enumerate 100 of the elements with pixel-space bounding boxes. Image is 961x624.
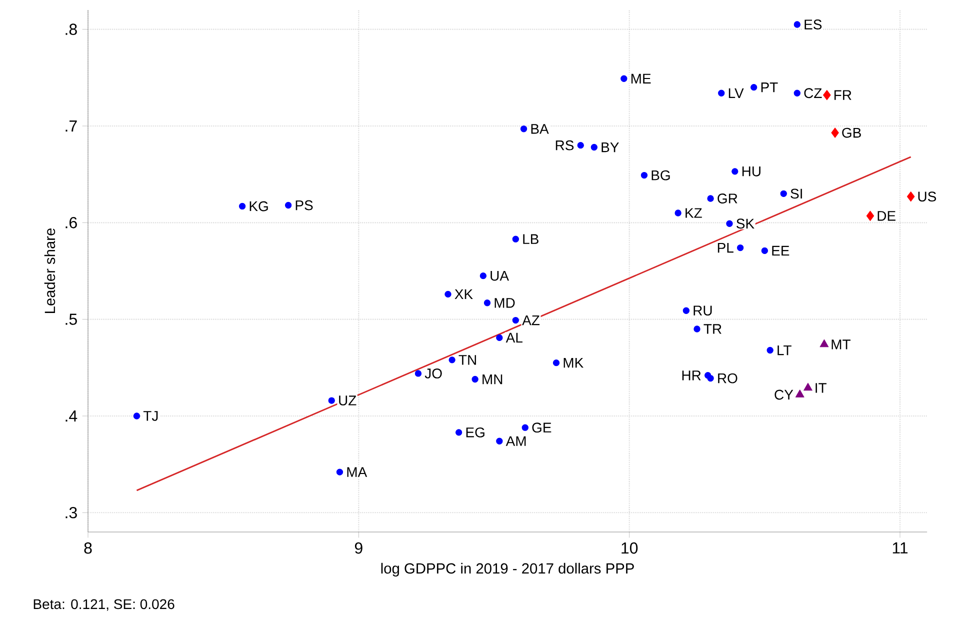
annotation: AM: [506, 436, 526, 446]
annotation: KG: [250, 201, 268, 212]
annotation: CZ: [804, 88, 822, 98]
annotation: ME: [631, 74, 651, 84]
point: [732, 168, 738, 175]
annotation: BY: [602, 142, 619, 152]
x-tick-label: 11: [892, 542, 908, 554]
point: [804, 382, 812, 391]
point: [794, 21, 800, 28]
annotation: DE: [878, 211, 896, 221]
annotation: LV: [728, 88, 744, 98]
point: [496, 438, 503, 444]
annotation: EG: [466, 427, 484, 438]
point: [823, 90, 831, 100]
x-tick-label: 9: [354, 542, 362, 554]
annotation: PS: [296, 200, 313, 210]
annotation: IT: [816, 383, 826, 393]
point: [674, 210, 682, 216]
point: [284, 202, 292, 209]
annotation: GR: [718, 194, 738, 204]
point: [484, 300, 491, 306]
point: [707, 195, 714, 202]
annotation: TJ: [143, 411, 158, 421]
point: [694, 326, 700, 332]
point: [795, 390, 804, 398]
point: [496, 334, 503, 342]
y-tick-label: .6: [66, 217, 77, 228]
text: Beta: 0.121, SE: 0.026: [34, 599, 174, 611]
point: [133, 412, 140, 420]
point: [820, 339, 829, 348]
point: [520, 126, 528, 132]
point: [336, 468, 344, 476]
annotation: KZ: [686, 208, 702, 218]
annotation: RO: [718, 373, 738, 384]
annotation: MA: [347, 467, 368, 477]
annotation: XK: [454, 289, 473, 300]
point: [794, 90, 800, 96]
point: [512, 236, 519, 242]
annotation: FR: [834, 90, 852, 100]
annotation: GE: [532, 422, 552, 433]
annotation: CY: [774, 390, 794, 400]
annotation: UZ: [339, 396, 356, 406]
annotation: SI: [790, 188, 802, 199]
point: [766, 346, 774, 354]
annotation: HR: [682, 370, 701, 380]
point: [726, 220, 733, 227]
annotation: MK: [564, 358, 584, 368]
annotation: SK: [736, 218, 754, 229]
point: [682, 307, 690, 314]
point: [906, 191, 915, 202]
annotation: TN: [458, 355, 476, 365]
point: [831, 128, 839, 138]
annotation: MT: [832, 340, 850, 350]
point: [472, 376, 478, 383]
annotation: TR: [704, 324, 722, 334]
annotation: AZ: [522, 315, 540, 326]
annotation: LB: [523, 234, 538, 244]
annotation: AL: [506, 332, 522, 343]
point: [640, 172, 648, 179]
annotation: LT: [778, 345, 792, 356]
point: [780, 190, 787, 197]
x-tick-label: 10: [622, 542, 638, 554]
annotation: RU: [694, 306, 712, 316]
x-axis-title: log GDPPC in 2019 - 2017 dollars PPP: [381, 562, 634, 577]
annotation: GB: [842, 128, 861, 138]
point: [238, 202, 246, 210]
annotation: BA: [531, 124, 549, 134]
annotation: PL: [718, 242, 734, 253]
point: [750, 84, 758, 91]
annotation: MD: [494, 298, 515, 308]
annotation: RS: [556, 140, 574, 150]
annotation: ES: [804, 20, 822, 30]
y-axis-title: Leader share: [44, 228, 56, 313]
point: [522, 424, 528, 431]
point: [620, 75, 628, 82]
point: [328, 397, 335, 404]
y-tick-label: .5: [66, 314, 77, 325]
y-tick-label: .8: [66, 24, 77, 35]
point: [414, 370, 422, 377]
y-tick-label: .4: [66, 410, 78, 422]
annotation: UA: [490, 270, 509, 281]
point: [444, 290, 452, 298]
point: [480, 272, 487, 280]
y-tick-label: .3: [66, 506, 77, 518]
annotation: EE: [772, 246, 790, 256]
point: [718, 90, 725, 96]
point: [707, 374, 714, 382]
annotation: US: [918, 192, 936, 202]
point: [512, 316, 519, 324]
x-tick-label: 8: [84, 542, 92, 554]
point: [736, 244, 744, 252]
point: [590, 144, 598, 151]
point: [866, 210, 874, 221]
point: [552, 359, 560, 366]
annotation: BG: [652, 170, 670, 180]
annotation: HU: [742, 166, 760, 176]
annotation: JO: [424, 368, 442, 378]
point: [761, 247, 768, 254]
point: [448, 356, 456, 364]
point: [577, 142, 584, 149]
